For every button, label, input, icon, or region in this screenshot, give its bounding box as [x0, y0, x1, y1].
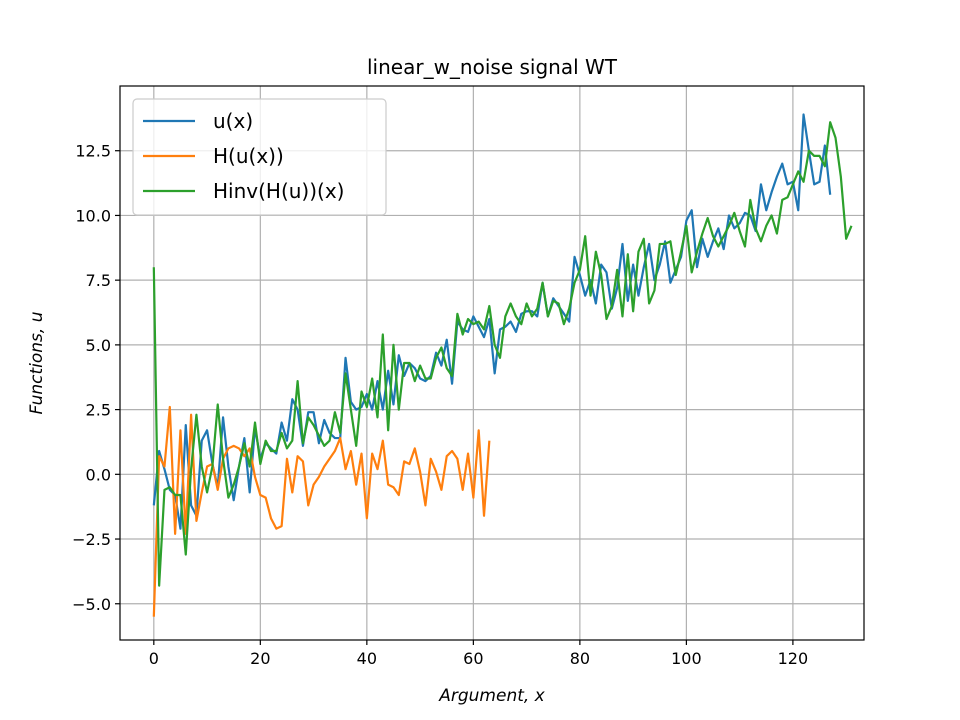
x-tick-label: 60 — [463, 649, 483, 668]
y-tick-label: 7.5 — [86, 271, 111, 290]
legend: u(x) H(u(x)) Hinv(H(u))(x) — [132, 98, 387, 216]
y-tick-label: 10.0 — [75, 206, 111, 225]
y-tick-label: 5.0 — [86, 336, 111, 355]
y-tick-label: 2.5 — [86, 401, 111, 420]
y-axis-label: Functions, u — [27, 311, 47, 414]
series-line-h-u-x — [152, 405, 491, 617]
x-tick-label: 40 — [357, 649, 377, 668]
axes-frame — [119, 85, 865, 641]
x-tick-label: 80 — [570, 649, 590, 668]
chart-title: linear_w_noise signal WT — [367, 55, 618, 79]
x-axis-label: Argument, x — [438, 686, 545, 706]
y-tick-label: 12.5 — [75, 142, 111, 161]
y-tick-label: −5.0 — [72, 595, 111, 614]
y-tick-label: 0.0 — [86, 465, 111, 484]
series-line-hinv-h-u-x — [152, 121, 853, 587]
x-tick-label: 0 — [149, 649, 159, 668]
legend-box — [132, 98, 387, 216]
legend-label: u(x) — [213, 109, 253, 133]
legend-items: u(x) H(u(x)) Hinv(H(u))(x) — [143, 109, 344, 203]
axis-ticks: 0 20 40 60 80 100 120 −5.0 −2.5 0.0 2.5 5.0 7.5 10.0 1… — [72, 142, 808, 668]
x-tick-label: 100 — [671, 649, 702, 668]
series-layer — [152, 113, 853, 617]
y-tick-label: −2.5 — [72, 530, 111, 549]
legend-label: Hinv(H(u))(x) — [213, 179, 344, 203]
x-tick-label: 20 — [250, 649, 270, 668]
x-tick-label: 120 — [778, 649, 809, 668]
legend-label: H(u(x)) — [213, 144, 284, 168]
